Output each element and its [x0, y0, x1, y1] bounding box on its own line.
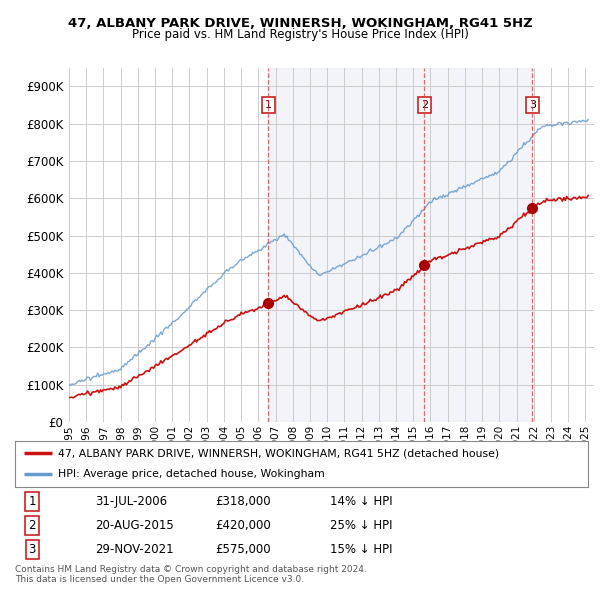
Text: 25% ↓ HPI: 25% ↓ HPI [330, 519, 392, 532]
Text: Contains HM Land Registry data © Crown copyright and database right 2024.
This d: Contains HM Land Registry data © Crown c… [15, 565, 367, 584]
Text: 47, ALBANY PARK DRIVE, WINNERSH, WOKINGHAM, RG41 5HZ (detached house): 47, ALBANY PARK DRIVE, WINNERSH, WOKINGH… [58, 448, 499, 458]
Text: 47, ALBANY PARK DRIVE, WINNERSH, WOKINGHAM, RG41 5HZ: 47, ALBANY PARK DRIVE, WINNERSH, WOKINGH… [68, 17, 532, 30]
Bar [268, 68, 532, 422]
Text: £575,000: £575,000 [215, 543, 271, 556]
Text: 31-JUL-2006: 31-JUL-2006 [95, 496, 167, 509]
Text: 3: 3 [529, 100, 536, 110]
Text: 15% ↓ HPI: 15% ↓ HPI [330, 543, 392, 556]
Text: £318,000: £318,000 [215, 496, 271, 509]
Text: 14% ↓ HPI: 14% ↓ HPI [330, 496, 393, 509]
Text: £420,000: £420,000 [215, 519, 271, 532]
Text: 3: 3 [29, 543, 36, 556]
Text: 1: 1 [28, 496, 36, 509]
Text: 20-AUG-2015: 20-AUG-2015 [95, 519, 174, 532]
Text: 1: 1 [265, 100, 272, 110]
Text: 29-NOV-2021: 29-NOV-2021 [95, 543, 174, 556]
Text: 2: 2 [421, 100, 428, 110]
Text: HPI: Average price, detached house, Wokingham: HPI: Average price, detached house, Woki… [58, 469, 325, 479]
Text: 2: 2 [28, 519, 36, 532]
Text: Price paid vs. HM Land Registry's House Price Index (HPI): Price paid vs. HM Land Registry's House … [131, 28, 469, 41]
